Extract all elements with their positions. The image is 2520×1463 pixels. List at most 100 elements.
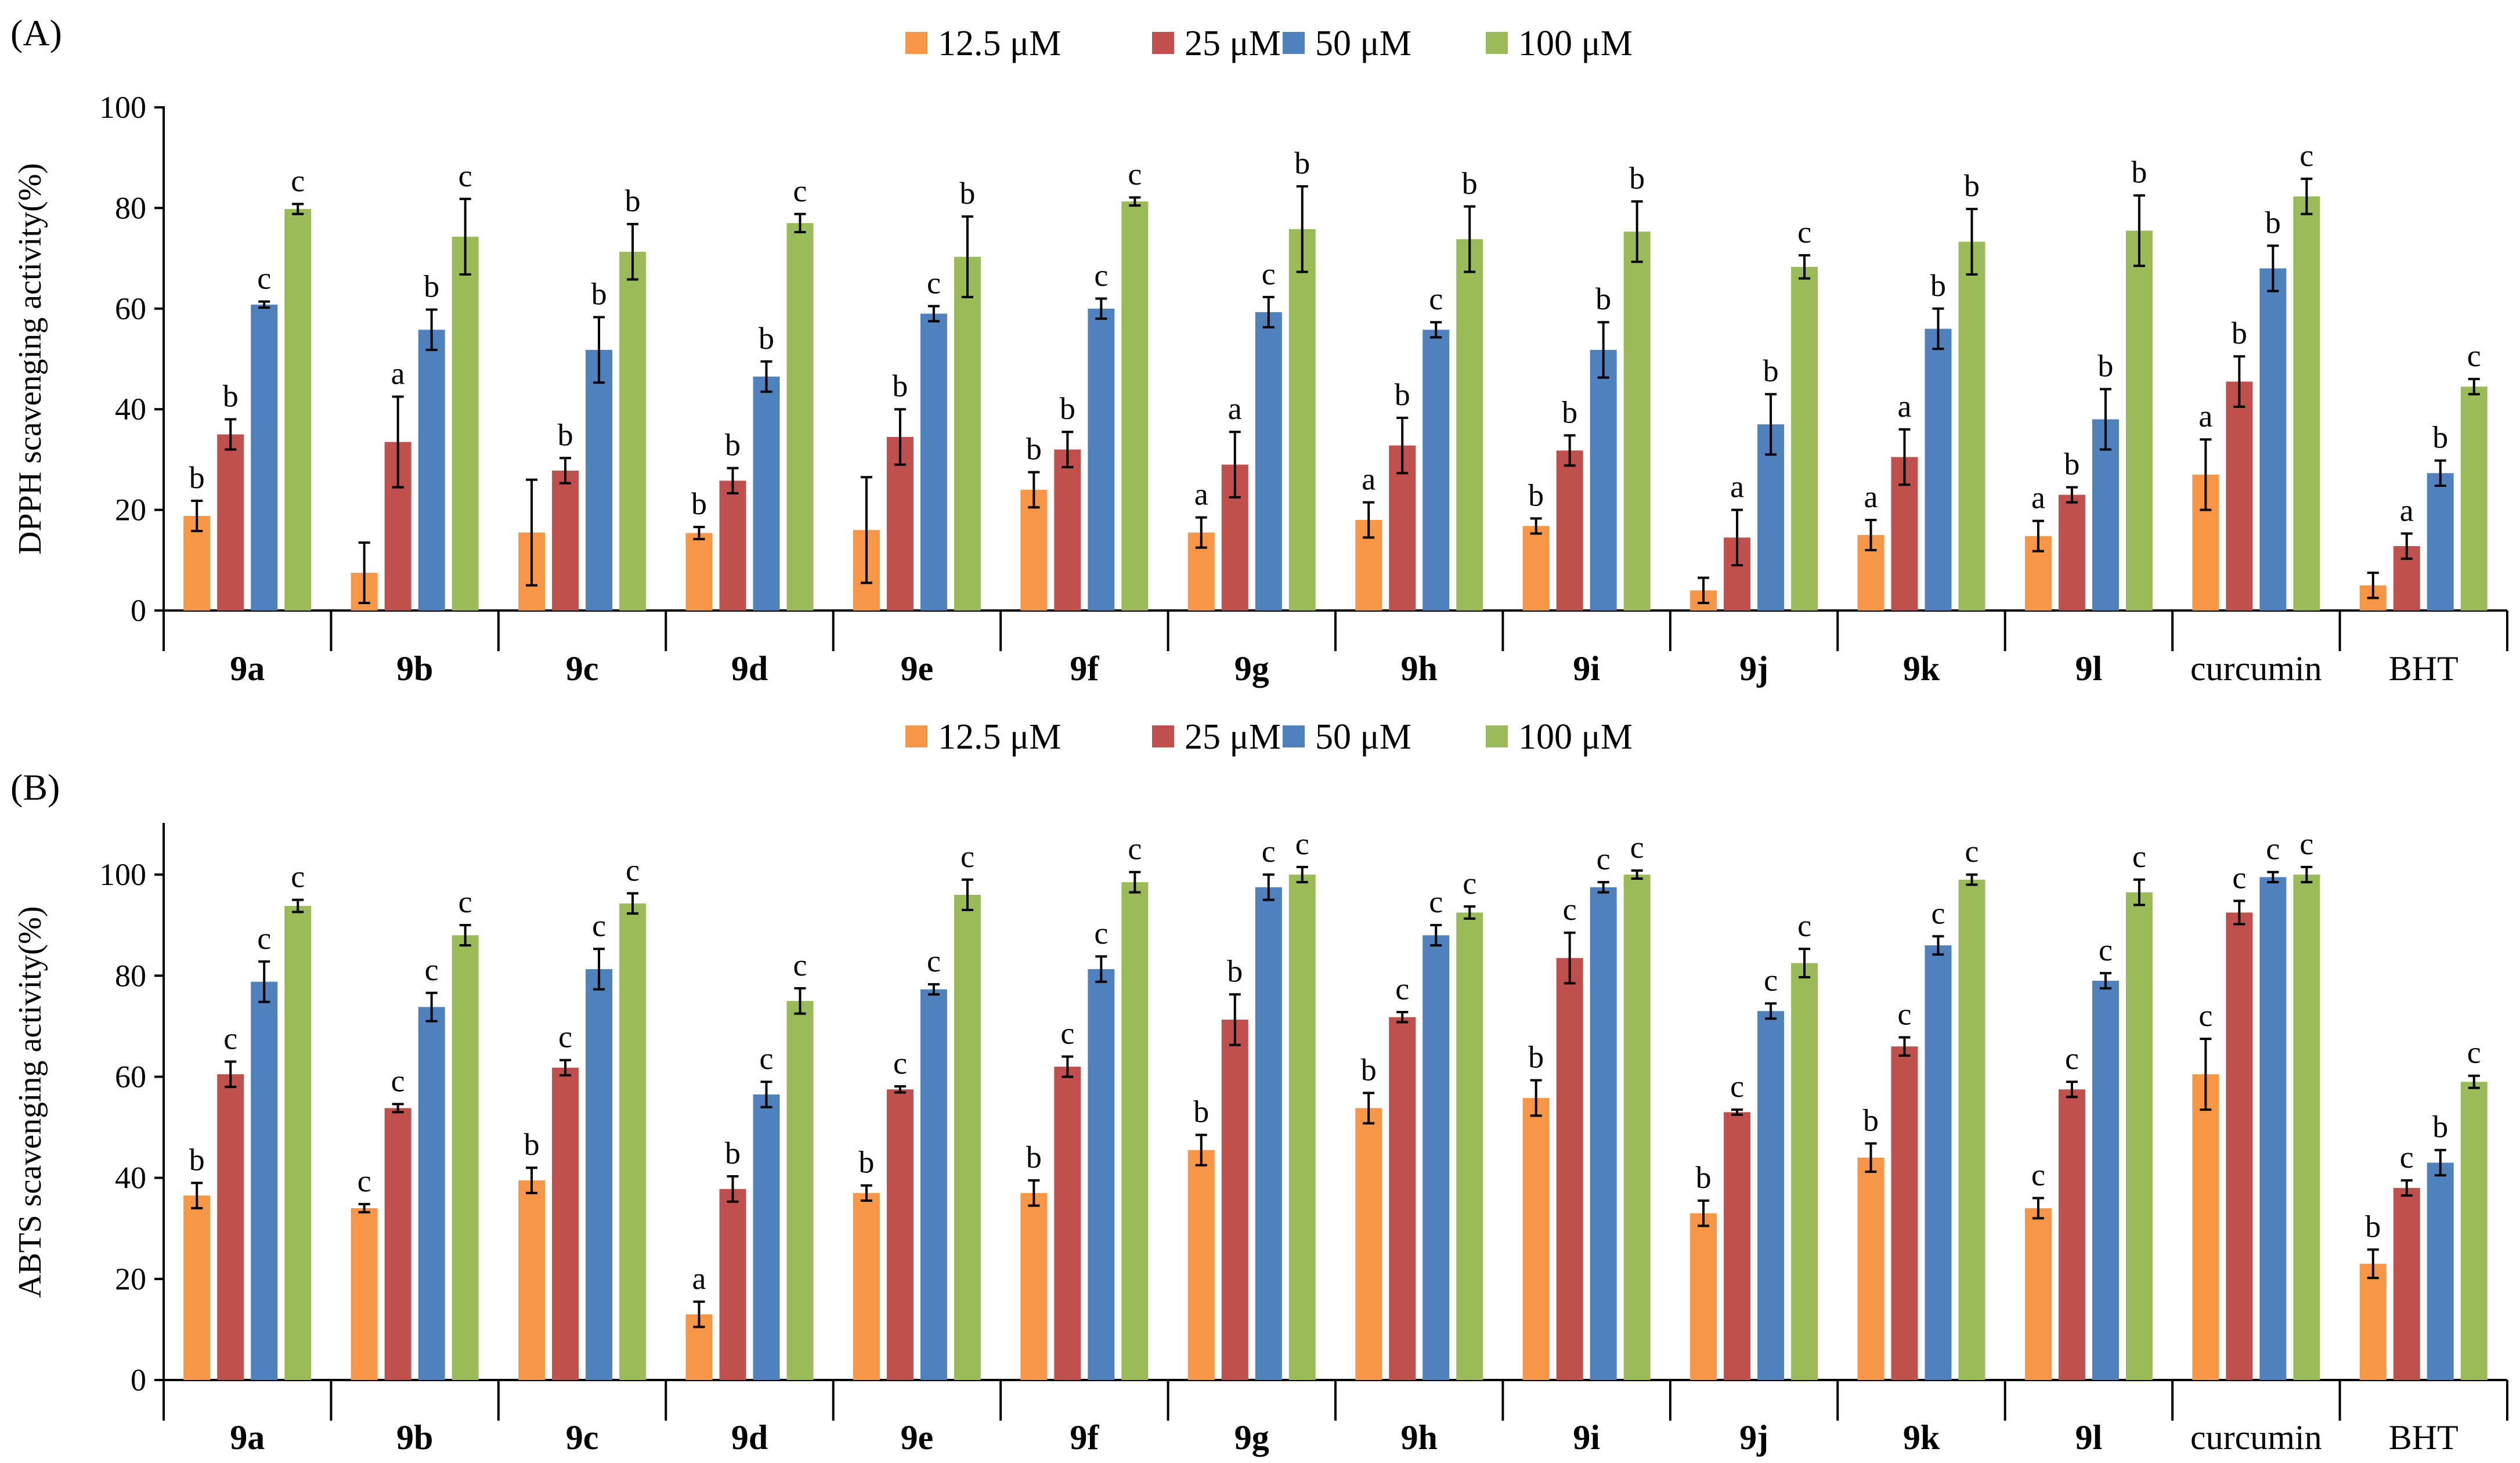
- legend-swatch: [1152, 32, 1174, 54]
- significance-label: b: [2265, 205, 2281, 240]
- significance-label: c: [1597, 841, 1611, 876]
- significance-label: a: [1228, 391, 1242, 426]
- bar: [1925, 328, 1952, 611]
- panel-label: (A): [10, 12, 62, 53]
- bar: [2226, 912, 2253, 1380]
- x-tick-label: 9e: [901, 649, 934, 688]
- y-tick-label: 60: [115, 291, 146, 326]
- bar: [1221, 1020, 1248, 1380]
- significance-label: c: [1128, 832, 1142, 866]
- significance-label: c: [626, 852, 640, 887]
- bar: [2460, 1082, 2487, 1380]
- bar: [853, 1193, 880, 1380]
- significance-label: c: [760, 1041, 774, 1076]
- bar: [954, 894, 981, 1380]
- y-tick-label: 60: [115, 1059, 146, 1094]
- significance-label: c: [223, 1021, 237, 1056]
- significance-label: c: [1429, 281, 1443, 316]
- legend-swatch: [1283, 725, 1305, 747]
- bar: [886, 1089, 914, 1380]
- bar: [619, 903, 647, 1380]
- significance-label: b: [591, 277, 607, 312]
- bar: [518, 1180, 546, 1380]
- significance-label: b: [1462, 166, 1478, 201]
- bar: [2293, 875, 2320, 1380]
- bar: [1925, 945, 1952, 1380]
- bar: [1020, 1193, 1048, 1380]
- bar: [2460, 386, 2487, 611]
- bar: [1891, 1046, 1918, 1380]
- significance-label: c: [2031, 1157, 2045, 1192]
- significance-label: b: [858, 1145, 874, 1180]
- significance-label: c: [1094, 258, 1108, 292]
- x-tick-label: 9f: [1070, 649, 1099, 688]
- bar: [1556, 958, 1583, 1380]
- bar: [685, 533, 713, 611]
- significance-label: b: [1361, 1052, 1377, 1087]
- significance-label: c: [793, 948, 807, 982]
- x-tick-label: BHT: [2389, 1418, 2458, 1457]
- significance-label: c: [961, 839, 974, 874]
- y-tick-label: 100: [99, 857, 146, 892]
- significance-label: b: [725, 428, 741, 463]
- x-tick-label: 9d: [731, 1418, 768, 1457]
- bar: [2058, 1089, 2085, 1380]
- x-tick-label: 9g: [1234, 649, 1269, 688]
- bar: [1187, 1150, 1215, 1380]
- panel-b: (B) 12.5 μM 25 μM 50 μM 100 μM ABTS scavengin…: [10, 717, 2508, 1457]
- legend-label: 100 μM: [1518, 24, 1633, 63]
- x-tick-label: 9d: [731, 649, 768, 688]
- bar: [753, 1094, 780, 1380]
- bar: [1456, 912, 1483, 1380]
- bar: [586, 349, 613, 611]
- bar: [2293, 196, 2320, 611]
- bar: [2393, 1188, 2420, 1380]
- significance-label: b: [759, 321, 774, 356]
- significance-label: b: [189, 1142, 205, 1177]
- significance-label: c: [793, 174, 807, 208]
- significance-label: a: [391, 356, 405, 391]
- significance-label: c: [358, 1164, 371, 1198]
- bar: [418, 1007, 445, 1380]
- bar: [1121, 882, 1149, 1380]
- significance-label: c: [1128, 157, 1142, 192]
- bar: [1522, 526, 1550, 611]
- bar: [2058, 494, 2085, 611]
- significance-label: a: [1194, 477, 1208, 512]
- bar: [284, 209, 312, 611]
- bar: [719, 481, 746, 611]
- significance-label: b: [691, 486, 707, 521]
- x-tick-label: 9j: [1739, 649, 1768, 688]
- significance-label: b: [1528, 478, 1544, 512]
- bar: [183, 1195, 211, 1380]
- significance-label: c: [2467, 1035, 2481, 1070]
- bar: [1389, 1017, 1416, 1380]
- bar: [1423, 935, 1450, 1380]
- bar: [1288, 875, 1316, 1380]
- significance-label: c: [2266, 832, 2280, 866]
- significance-label: c: [257, 261, 271, 296]
- bar: [586, 969, 613, 1380]
- bar: [452, 935, 479, 1380]
- legend-label: 25 μM: [1185, 717, 1281, 757]
- y-tick-label: 0: [131, 593, 146, 628]
- bar: [284, 906, 312, 1380]
- bar: [786, 223, 814, 611]
- significance-label: c: [2299, 826, 2313, 861]
- significance-label: c: [458, 158, 472, 193]
- significance-label: c: [1295, 826, 1309, 861]
- significance-label: c: [1931, 895, 1945, 930]
- significance-label: b: [1193, 1094, 1209, 1129]
- legend-label: 25 μM: [1185, 24, 1281, 63]
- bar: [2092, 419, 2119, 611]
- x-tick-label: 9e: [901, 1418, 934, 1457]
- bar: [1020, 489, 1048, 611]
- x-tick-label: curcumin: [2190, 649, 2322, 688]
- significance-label: b: [1026, 1140, 1042, 1175]
- bar: [1054, 1067, 1081, 1380]
- x-tick-label: 9l: [2075, 649, 2103, 688]
- bar: [1958, 241, 1985, 611]
- bar: [1857, 1157, 1884, 1380]
- significance-label: b: [1060, 391, 1075, 426]
- x-tick-label: 9k: [1903, 1418, 1940, 1457]
